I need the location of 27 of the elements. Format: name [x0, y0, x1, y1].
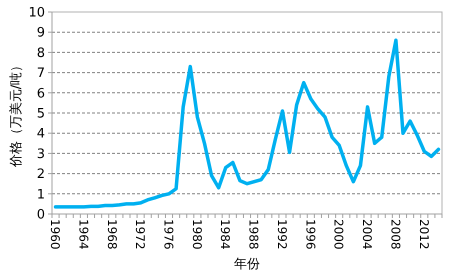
y-tick-label: 2 — [36, 167, 45, 182]
x-tick-label: 1964 — [76, 219, 90, 250]
x-tick-label: 2008 — [388, 219, 402, 250]
x-tick-label: 1976 — [162, 219, 176, 250]
y-tick-label: 6 — [36, 86, 45, 102]
y-tick-label: 9 — [36, 26, 45, 41]
y-axis-title: 价格（万美元/吨） — [8, 58, 24, 168]
x-tick-label: 2012 — [416, 219, 431, 250]
x-tick-label: 1960 — [48, 219, 62, 250]
x-tick-label: 1988 — [246, 219, 261, 250]
y-tick-label: 3 — [36, 146, 45, 162]
x-tick-label: 2000 — [332, 219, 346, 250]
x-tick-label: 1984 — [218, 219, 232, 250]
y-tick-label: 7 — [36, 66, 45, 82]
y-tick-label: 10 — [28, 6, 45, 20]
x-tick-label: 2004 — [360, 219, 374, 250]
y-tick-label: 5 — [36, 106, 45, 122]
x-tick-label: 1980 — [190, 219, 204, 250]
x-tick-label: 1996 — [303, 219, 318, 250]
y-tick-label: 1 — [36, 187, 45, 202]
x-tick-label: 1972 — [133, 219, 148, 250]
x-tick-label: 1968 — [104, 219, 119, 250]
y-tick-label: 0 — [36, 208, 45, 222]
x-axis-title: 年份 — [234, 257, 260, 272]
x-tick-label: 1992 — [274, 219, 289, 250]
y-tick-label: 8 — [36, 46, 45, 61]
y-tick-label: 4 — [36, 126, 45, 142]
